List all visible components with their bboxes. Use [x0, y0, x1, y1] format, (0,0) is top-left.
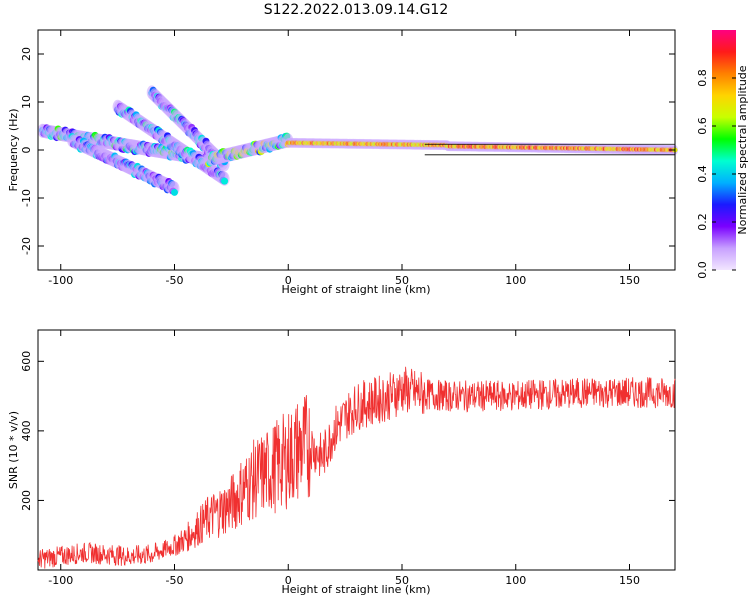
x-tick-label: 150 [619, 574, 640, 587]
x-tick-label: -100 [48, 274, 73, 287]
y-tick-label: -10 [20, 189, 33, 207]
x-tick-label: 50 [395, 574, 409, 587]
x-tick-label: 0 [285, 574, 292, 587]
spectrogram-cell [171, 188, 178, 196]
snr-ylabel: SNR (10 * v/v) [7, 411, 20, 489]
snr-xlabel: Height of straight line (km) [281, 583, 430, 596]
spectrogram-cell [221, 177, 229, 185]
y-tick-label: 20 [20, 47, 33, 61]
x-tick-label: -50 [166, 574, 184, 587]
colorbar-tick-label: 0.2 [696, 213, 709, 231]
x-tick-label: 0 [285, 274, 292, 287]
snr-frame [37, 329, 676, 571]
spectrogram-cells [37, 85, 678, 196]
colorbar-gradient [712, 30, 736, 270]
x-tick-label: 100 [505, 574, 526, 587]
x-tick-label: 100 [505, 274, 526, 287]
figure-title: S122.2022.013.09.14.G12 [264, 2, 449, 18]
colorbar-label: Normalized spectral amplitude [736, 65, 749, 234]
snr-line [37, 366, 676, 569]
snr-ticks: -100 -50 0 50 100 150 200 400 600 [20, 330, 675, 587]
x-tick-label: 150 [619, 274, 640, 287]
colorbar-tick-label: 0.6 [696, 117, 709, 135]
x-tick-label: -100 [48, 574, 73, 587]
y-tick-label: -20 [20, 237, 33, 255]
colorbar-tick-label: 0.4 [696, 165, 709, 183]
colorbar-tick-label: 0.8 [696, 69, 709, 87]
colorbar-ticks: 0.0 0.2 0.4 0.6 0.8 [696, 69, 736, 279]
y-tick-label: 10 [20, 95, 33, 109]
x-tick-label: -50 [166, 274, 184, 287]
snr-series-line [37, 366, 676, 569]
colorbar: 0.0 0.2 0.4 0.6 0.8 Normalized spectral ampl… [696, 30, 749, 279]
x-tick-label: 50 [395, 274, 409, 287]
y-tick-label: 600 [20, 351, 33, 372]
y-tick-label: 0 [20, 147, 33, 154]
spectrogram-ylabel: Frequency (Hz) [7, 109, 20, 192]
y-tick-label: 200 [20, 490, 33, 511]
colorbar-tick-label: 0.0 [696, 261, 709, 279]
snr-panel: -100 -50 0 50 100 150 200 400 600 Height of stra… [7, 329, 676, 596]
y-tick-label: 400 [20, 420, 33, 441]
spectrogram-xlabel: Height of straight line (km) [281, 283, 430, 296]
